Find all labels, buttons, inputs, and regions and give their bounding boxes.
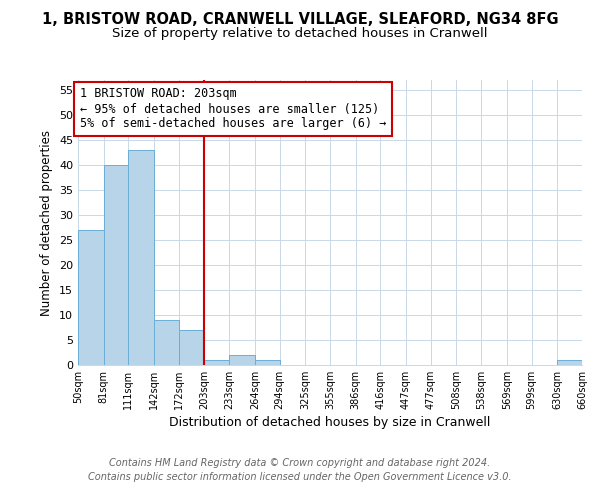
Bar — [205, 360, 229, 365]
Bar — [557, 360, 582, 365]
Bar — [255, 360, 280, 365]
X-axis label: Distribution of detached houses by size in Cranwell: Distribution of detached houses by size … — [169, 416, 491, 429]
Bar — [128, 150, 154, 365]
Bar — [78, 230, 104, 365]
Bar — [229, 355, 255, 365]
Text: 1, BRISTOW ROAD, CRANWELL VILLAGE, SLEAFORD, NG34 8FG: 1, BRISTOW ROAD, CRANWELL VILLAGE, SLEAF… — [41, 12, 559, 28]
Bar — [154, 320, 179, 365]
Text: Contains public sector information licensed under the Open Government Licence v3: Contains public sector information licen… — [88, 472, 512, 482]
Text: Contains HM Land Registry data © Crown copyright and database right 2024.: Contains HM Land Registry data © Crown c… — [109, 458, 491, 468]
Text: 1 BRISTOW ROAD: 203sqm
← 95% of detached houses are smaller (125)
5% of semi-det: 1 BRISTOW ROAD: 203sqm ← 95% of detached… — [80, 88, 386, 130]
Text: Size of property relative to detached houses in Cranwell: Size of property relative to detached ho… — [112, 28, 488, 40]
Bar — [104, 165, 128, 365]
Y-axis label: Number of detached properties: Number of detached properties — [40, 130, 53, 316]
Bar — [179, 330, 205, 365]
